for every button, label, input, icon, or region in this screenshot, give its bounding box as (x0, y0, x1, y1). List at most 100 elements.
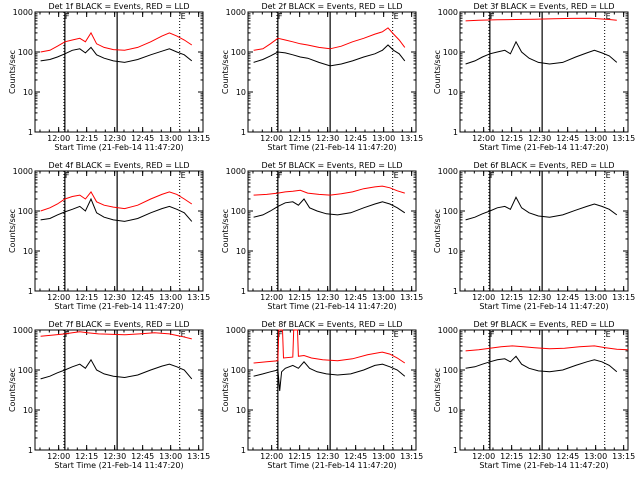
x-tick-label: 12:15 (500, 293, 523, 302)
plot-frame (459, 11, 629, 133)
series-line-lld (253, 27, 406, 51)
panel-title: Det 7f BLACK = Events, RED = LLD (48, 320, 189, 329)
y-tick-label: 100 (443, 48, 458, 57)
marker-f-label: F (278, 171, 283, 180)
y-tick-label: 1 (28, 128, 33, 137)
panel-title: Det 5f BLACK = Events, RED = LLD (261, 161, 402, 170)
y-tick-label: 10 (236, 247, 246, 256)
x-axis-label: Start Time (21-Feb-14 11:47:20) (267, 302, 396, 311)
marker-e-label: E (394, 330, 399, 339)
x-axis-label: Start Time (21-Feb-14 11:47:20) (479, 143, 608, 152)
y-tick-label: 10 (448, 247, 458, 256)
x-tick-label: 12:30 (103, 293, 126, 302)
y-axis-label: Counts/sec (221, 209, 230, 253)
x-tick-label: 13:00 (159, 293, 182, 302)
x-axis-label: Start Time (21-Feb-14 11:47:20) (479, 302, 608, 311)
x-tick-label: 12:15 (75, 452, 98, 461)
y-tick-label: 10 (23, 406, 33, 415)
y-axis-label: Counts/sec (433, 209, 442, 253)
marker-f-label: F (65, 12, 70, 21)
y-tick-label: 1000 (438, 167, 458, 176)
panel-title: Det 6f BLACK = Events, RED = LLD (473, 161, 614, 170)
x-tick-label: 12:30 (316, 293, 339, 302)
marker-f-label: F (490, 171, 495, 180)
panel-title: Det 3f BLACK = Events, RED = LLD (473, 2, 614, 11)
x-tick-label: 12:00 (47, 452, 70, 461)
x-tick-label: 12:45 (131, 452, 154, 461)
y-tick-label: 100 (18, 207, 33, 216)
x-axis-label: Start Time (21-Feb-14 11:47:20) (267, 461, 396, 470)
y-tick-label: 10 (23, 247, 33, 256)
series-line-lld (40, 331, 192, 340)
x-tick-label: 13:15 (187, 452, 210, 461)
y-axis-label: Counts/sec (221, 50, 230, 94)
x-tick-label: 13:15 (187, 134, 210, 143)
marker-e-label: E (606, 330, 611, 339)
series-line-lld (465, 17, 617, 22)
series-line-events (465, 196, 618, 221)
plot-frame (247, 329, 417, 451)
x-tick-label: 12:15 (288, 452, 311, 461)
marker-e-label: E (394, 12, 399, 21)
y-tick-label: 1 (453, 128, 458, 137)
x-tick-label: 12:00 (260, 452, 283, 461)
panel-det-1: Det 1f BLACK = Events, RED = LLD 1 10 100 10… (8, 2, 210, 152)
x-tick-label: 12:00 (47, 293, 70, 302)
plot-frame (247, 170, 417, 292)
y-tick-label: 100 (18, 48, 33, 57)
series-line-events (253, 361, 406, 391)
x-tick-label: 12:15 (288, 134, 311, 143)
series-line-events (253, 198, 406, 218)
y-tick-label: 1 (241, 446, 246, 455)
x-tick-label: 13:15 (612, 452, 635, 461)
y-tick-label: 1000 (226, 167, 246, 176)
y-tick-label: 100 (18, 366, 33, 375)
panel-title: Det 2f BLACK = Events, RED = LLD (261, 2, 402, 11)
x-axis-label: Start Time (21-Feb-14 11:47:20) (479, 461, 608, 470)
y-tick-label: 100 (443, 207, 458, 216)
x-tick-label: 12:15 (75, 134, 98, 143)
x-tick-label: 12:30 (528, 293, 551, 302)
series-line-events (40, 197, 193, 222)
y-tick-label: 100 (231, 366, 246, 375)
marker-e-label: E (181, 171, 186, 180)
panel-title: Det 9f BLACK = Events, RED = LLD (473, 320, 614, 329)
series-line-lld (253, 329, 406, 364)
panel-det-6: Det 6f BLACK = Events, RED = LLD 1 10 100 10… (433, 161, 635, 311)
x-axis-label: Start Time (21-Feb-14 11:47:20) (267, 143, 396, 152)
x-tick-label: 12:45 (344, 452, 367, 461)
marker-f-label: F (490, 12, 495, 21)
plot-frame (459, 329, 629, 451)
x-tick-label: 12:15 (500, 452, 523, 461)
y-tick-label: 1000 (438, 8, 458, 17)
y-tick-label: 1000 (438, 326, 458, 335)
y-tick-label: 1 (453, 287, 458, 296)
x-tick-label: 13:15 (187, 293, 210, 302)
series-line-events (465, 40, 618, 65)
y-tick-label: 1 (453, 446, 458, 455)
x-tick-label: 13:00 (584, 452, 607, 461)
marker-e-label: E (181, 330, 186, 339)
x-tick-label: 12:00 (472, 452, 495, 461)
x-tick-label: 12:00 (260, 134, 283, 143)
marker-f-label: F (278, 330, 283, 339)
x-tick-label: 12:30 (316, 452, 339, 461)
marker-f-label: F (490, 330, 495, 339)
y-tick-label: 1000 (13, 167, 33, 176)
x-tick-label: 13:00 (372, 293, 395, 302)
marker-f-label: F (278, 12, 283, 21)
panel-det-9: Det 9f BLACK = Events, RED = LLD 1 10 100 10… (433, 320, 635, 470)
y-tick-label: 1000 (13, 8, 33, 17)
panel-det-8: Det 8f BLACK = Events, RED = LLD 1 10 100 10… (221, 320, 423, 470)
marker-e-label: E (394, 171, 399, 180)
panel-det-5: Det 5f BLACK = Events, RED = LLD 1 10 100 10… (221, 161, 423, 311)
y-tick-label: 10 (236, 406, 246, 415)
panel-title: Det 1f BLACK = Events, RED = LLD (48, 2, 189, 11)
marker-f-label: F (65, 171, 70, 180)
x-tick-label: 12:45 (556, 452, 579, 461)
plot-frame (34, 329, 204, 451)
x-tick-label: 12:30 (528, 134, 551, 143)
y-axis-label: Counts/sec (8, 368, 17, 412)
y-tick-label: 1 (241, 287, 246, 296)
